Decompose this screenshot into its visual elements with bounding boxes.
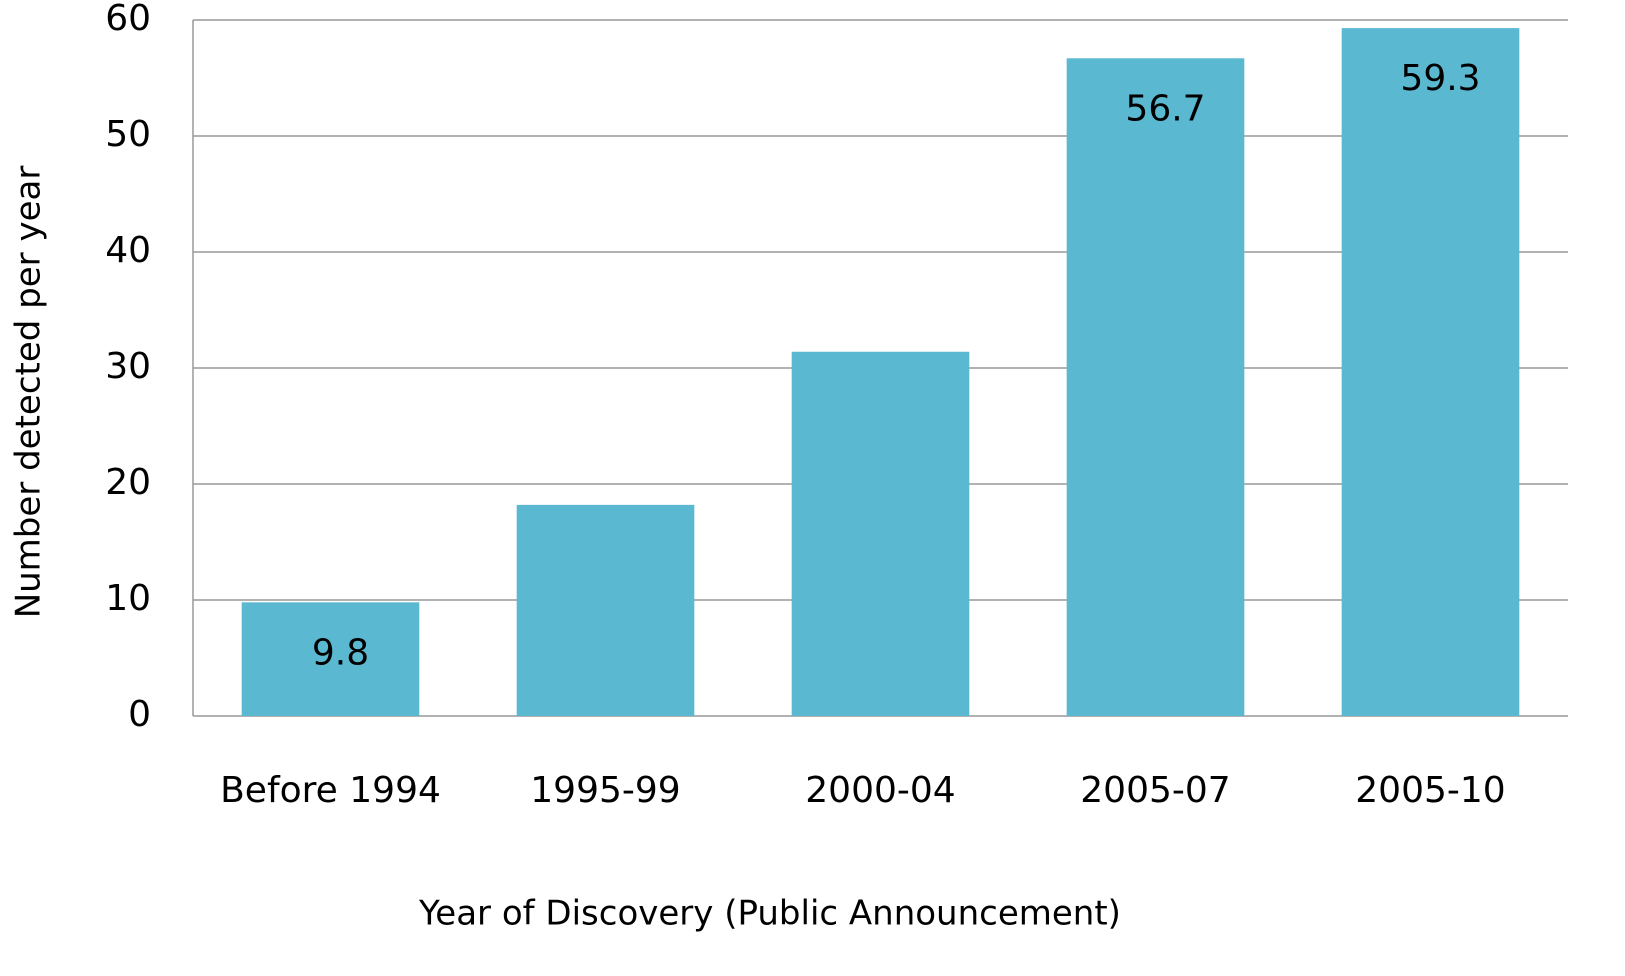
y-tick-label: 0	[128, 694, 151, 735]
y-tick-label: 40	[105, 230, 151, 271]
y-tick-label: 30	[105, 346, 151, 387]
y-tick-label: 10	[105, 578, 151, 619]
x-tick-label: 2000-04	[805, 770, 955, 811]
bar	[516, 504, 695, 716]
x-tick-label: 2005-10	[1355, 770, 1505, 811]
y-tick-label: 20	[105, 462, 151, 503]
data-label: 59.3	[1400, 58, 1480, 99]
bar	[791, 351, 970, 716]
bar	[241, 602, 420, 716]
y-tick-label: 50	[105, 114, 151, 155]
data-label: 56.7	[1125, 88, 1205, 129]
data-label: 9.8	[312, 632, 369, 673]
y-axis-title: Number detected per year	[9, 166, 49, 619]
y-tick-label: 60	[105, 0, 151, 39]
x-tick-label: 1995-99	[530, 770, 680, 811]
x-axis-title: Year of Discovery (Public Announcement)	[418, 894, 1121, 934]
x-tick-label: Before 1994	[220, 770, 441, 811]
x-tick-label: 2005-07	[1080, 770, 1230, 811]
bar	[1066, 58, 1245, 716]
bar	[1341, 28, 1520, 717]
